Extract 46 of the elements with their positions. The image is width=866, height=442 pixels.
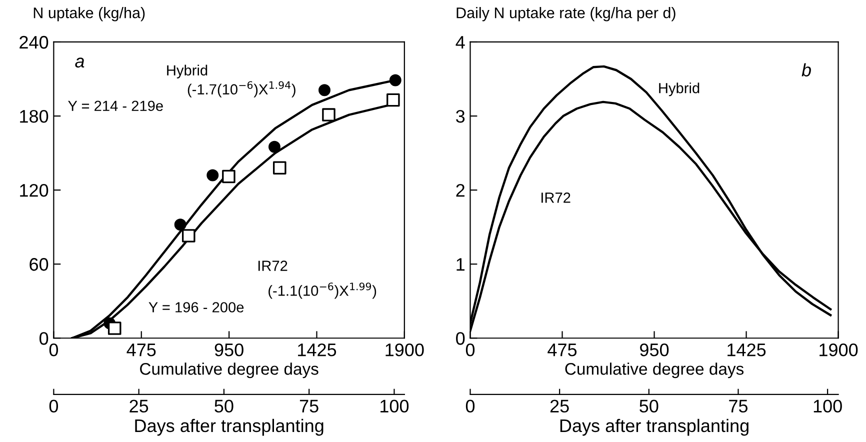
y-axis-title: Daily N uptake rate (kg/ha per d) (456, 7, 676, 22)
x2-tick-label: 0 (49, 400, 58, 413)
x-axis-title: Cumulative degree days (140, 362, 318, 378)
annotation: (-1.7(10$^{−6}$)X$^{1.94}$) (188, 81, 296, 98)
y-tick-label: 2 (456, 184, 464, 197)
annotation: (-1.1(10$^{−6}$)X$^{1.99}$) (268, 282, 376, 299)
y-tick-label: 0 (39, 332, 48, 345)
x-tick-label: 1900 (820, 343, 858, 356)
x2-tick-label: 50 (640, 400, 658, 413)
series-label: Hybrid (659, 82, 700, 96)
annotation: IR72 (258, 260, 288, 271)
series-label: IR72 (542, 192, 570, 203)
x-tick-label: 950 (640, 343, 669, 356)
x2-tick-label: 75 (300, 400, 318, 413)
y-tick-label: 3 (456, 110, 465, 123)
annotation: Y = 214 - 219e (68, 100, 163, 112)
x-tick-label: 1900 (386, 343, 424, 356)
annotation: b (802, 63, 811, 76)
y-tick-label: 0 (456, 332, 465, 345)
x-axis-title: Cumulative degree days (565, 362, 744, 378)
x-tick-label: 475 (126, 344, 156, 356)
x2-axis-title: Days after transplanting (135, 418, 324, 436)
x-tick-label: 475 (548, 344, 577, 356)
y-tick-label: 60 (30, 258, 48, 271)
y-tick-label: 1 (456, 258, 464, 271)
x2-tick-label: 100 (814, 400, 842, 413)
x2-axis-title: Days after transplanting (560, 418, 748, 436)
annotation: a (75, 58, 84, 68)
x-tick-label: 1425 (298, 343, 336, 356)
x2-tick-label: 75 (729, 400, 748, 413)
x2-tick-label: 25 (130, 400, 148, 413)
x-tick-label: 950 (214, 343, 244, 356)
y-tick-label: 240 (20, 36, 48, 49)
y-tick-label: 4 (456, 36, 465, 49)
annotation: Y = 196 - 200e (148, 302, 244, 312)
x2-tick-label: 100 (380, 400, 409, 413)
x2-tick-label: 0 (466, 400, 475, 413)
annotation: Hybrid (167, 64, 208, 78)
y-tick-label: 180 (20, 110, 48, 123)
x-tick-label: 0 (49, 343, 58, 356)
x2-tick-label: 25 (550, 400, 569, 413)
x-tick-label: 0 (466, 343, 475, 356)
y-axis-title: N uptake (kg/ha) (34, 7, 145, 22)
x-tick-label: 1425 (728, 343, 766, 356)
x2-tick-label: 50 (214, 400, 234, 413)
y-tick-label: 120 (20, 184, 48, 197)
